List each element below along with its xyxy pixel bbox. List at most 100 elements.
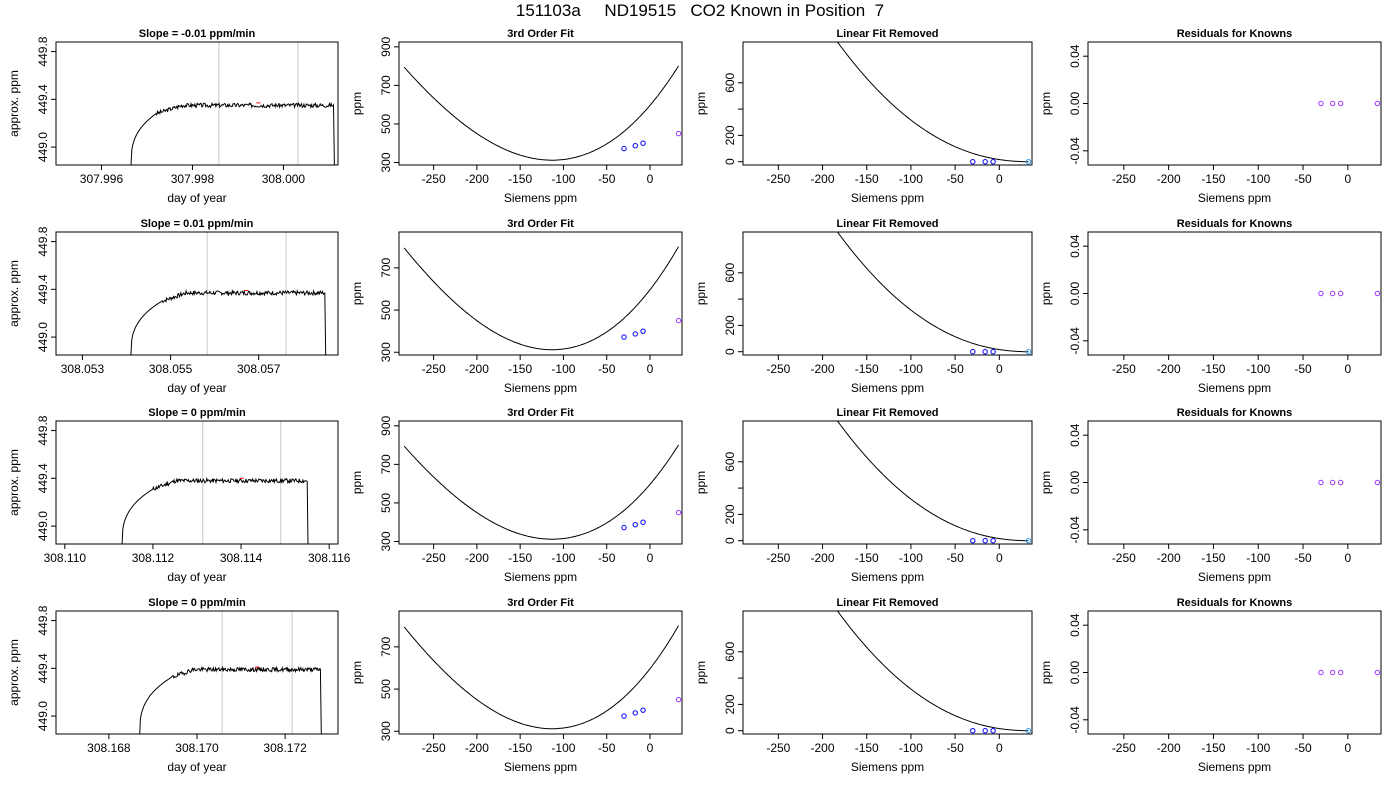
x-tick-label: -250 xyxy=(766,551,790,565)
x-tick-label: 308.114 xyxy=(220,551,263,565)
x-tick-label: -250 xyxy=(422,551,446,565)
plot-area xyxy=(1318,479,1381,486)
y-axis-label: ppm xyxy=(694,471,708,494)
y-tick-label: 0 xyxy=(723,727,737,734)
x-tick-label: -250 xyxy=(1112,741,1136,755)
data-point xyxy=(970,538,976,544)
y-tick-label: -0.04 xyxy=(1068,137,1082,165)
x-tick-label: -250 xyxy=(422,362,446,376)
data-point xyxy=(982,349,988,355)
y-tick-label: 0.00 xyxy=(1068,91,1082,115)
panel-title: 3rd Order Fit xyxy=(507,597,574,609)
x-tick-label: -100 xyxy=(551,362,575,376)
x-tick-label: -150 xyxy=(855,741,879,755)
data-point xyxy=(621,713,627,719)
plot-frame xyxy=(398,41,683,166)
y-tick-label: 0 xyxy=(723,348,737,355)
data-point xyxy=(1374,669,1381,676)
data-point xyxy=(990,728,996,734)
x-tick-label: -100 xyxy=(1246,172,1270,186)
panel-2-2: 3rd Order Fit -250 -200 -150 -100 -50 0 Siemens… xyxy=(350,218,683,395)
fit-curve xyxy=(836,421,1029,542)
plot-area xyxy=(403,444,682,540)
fit-curve xyxy=(836,42,1029,163)
data-point xyxy=(675,509,682,516)
data-point xyxy=(1318,669,1324,676)
y-tick-label: 449.4 xyxy=(36,84,50,114)
panel-1-4: Residuals for Knowns -250 -200 -150 -100 -50 0… xyxy=(1039,28,1382,205)
x-tick-label: -200 xyxy=(811,172,835,186)
x-tick-label: -200 xyxy=(1157,741,1181,755)
x-tick-label: -150 xyxy=(508,362,532,376)
data-trace xyxy=(130,101,335,165)
x-tick-label: 0 xyxy=(996,172,1003,186)
y-tick-label: 300 xyxy=(379,531,393,551)
data-point xyxy=(640,707,646,713)
x-axis-label: Siemens ppm xyxy=(504,570,577,584)
panel-3-3: Linear Fit Removed -250 -200 -150 -100 -50 0 Si… xyxy=(694,407,1033,584)
panel-title: 3rd Order Fit xyxy=(507,28,574,40)
y-tick-label: 0 xyxy=(723,537,737,544)
x-tick-label: -250 xyxy=(1112,362,1136,376)
x-tick-label: -100 xyxy=(1246,362,1270,376)
x-tick-label: 308.116 xyxy=(308,551,351,565)
y-tick-label: 300 xyxy=(379,342,393,362)
data-point xyxy=(982,159,988,165)
x-tick-label: 307.996 xyxy=(80,172,124,186)
x-tick-label: -50 xyxy=(1294,172,1312,186)
x-tick-label: -50 xyxy=(946,551,964,565)
data-point xyxy=(640,519,646,525)
x-tick-label: -50 xyxy=(598,172,616,186)
y-tick-label: 600 xyxy=(723,262,737,282)
x-tick-label: -150 xyxy=(508,172,532,186)
data-point xyxy=(675,696,682,703)
y-tick-label: 449.0 xyxy=(36,322,50,352)
x-tick-label: -200 xyxy=(811,362,835,376)
x-tick-label: -100 xyxy=(551,741,575,755)
y-tick-label: 449.8 xyxy=(36,415,50,445)
data-point xyxy=(1329,669,1336,676)
panel-2-1: Slope = 0.01 ppm/min 308.053 308.055 308.05… xyxy=(7,218,339,395)
panel-title: Linear Fit Removed xyxy=(836,407,938,419)
data-point xyxy=(621,524,627,531)
x-tick-label: -250 xyxy=(766,362,790,376)
fit-curve xyxy=(403,65,679,161)
x-tick-label: -200 xyxy=(465,551,489,565)
x-tick-label: 0 xyxy=(996,362,1003,376)
data-point xyxy=(640,140,646,146)
y-tick-label: 900 xyxy=(379,415,393,435)
y-tick-label: 449.4 xyxy=(36,274,50,304)
plot-area xyxy=(403,65,682,161)
plot-frame xyxy=(1087,231,1382,356)
plot-frame xyxy=(742,610,1033,735)
y-axis-label: ppm xyxy=(694,92,708,115)
x-axis-label: Siemens ppm xyxy=(851,570,924,584)
panel-4-4: Residuals for Knowns -250 -200 -150 -100 -50 0… xyxy=(1039,597,1382,774)
x-tick-label: 308.172 xyxy=(263,741,307,755)
y-tick-label: 600 xyxy=(723,641,737,661)
x-tick-label: 308.112 xyxy=(132,551,175,565)
y-tick-label: 449.8 xyxy=(36,36,50,66)
data-point xyxy=(1318,290,1324,297)
y-tick-label: 0.00 xyxy=(1068,470,1082,494)
y-axis-label: approx. ppm xyxy=(7,70,21,137)
x-axis-label: day of year xyxy=(167,381,226,395)
y-tick-label: 0 xyxy=(723,158,737,165)
fit-curve xyxy=(403,444,679,540)
x-tick-label: 0 xyxy=(1345,551,1352,565)
x-tick-label: 308.168 xyxy=(87,741,131,755)
x-tick-label: -200 xyxy=(811,551,835,565)
x-tick-label: 0 xyxy=(996,551,1003,565)
y-tick-label: 0.04 xyxy=(1068,234,1082,258)
x-tick-label: -150 xyxy=(1201,362,1225,376)
x-tick-label: 308.170 xyxy=(175,741,219,755)
panel-title: Linear Fit Removed xyxy=(836,28,938,40)
plot-area xyxy=(1318,100,1381,107)
data-point xyxy=(675,130,682,137)
y-tick-label: 449.8 xyxy=(36,605,50,635)
y-axis-label: ppm xyxy=(694,282,708,305)
x-tick-label: 308.110 xyxy=(44,551,87,565)
y-tick-label: 900 xyxy=(379,36,393,56)
x-axis-label: Siemens ppm xyxy=(504,191,577,205)
